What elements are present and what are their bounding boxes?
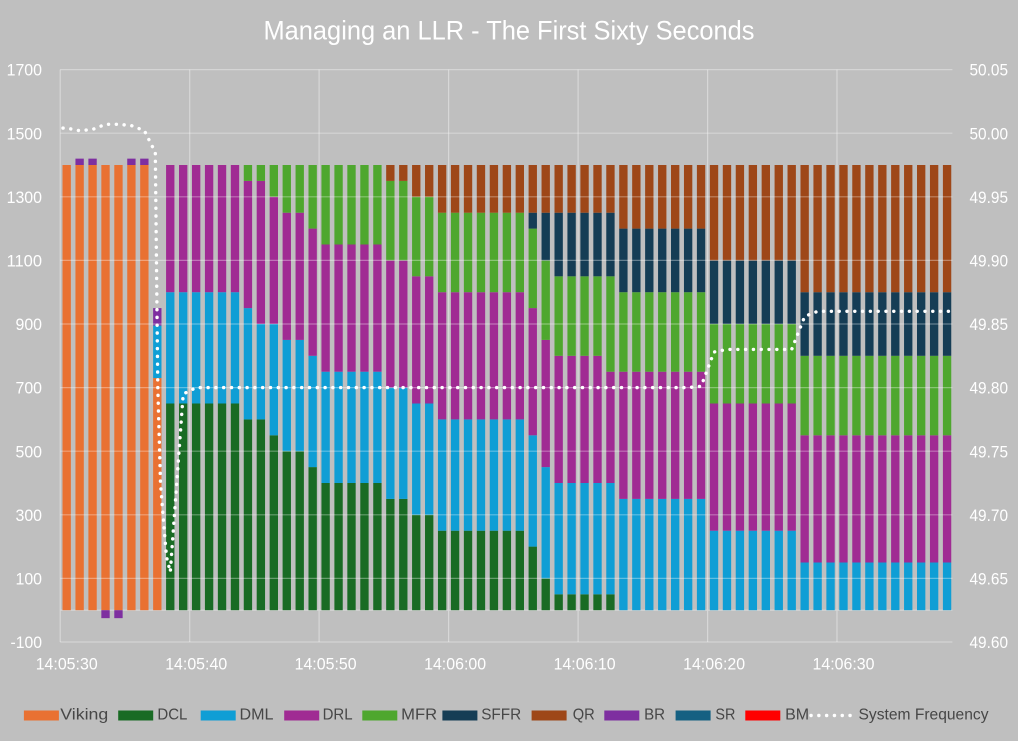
svg-text:System Frequency: System Frequency	[859, 707, 989, 724]
svg-text:1500: 1500	[7, 124, 42, 143]
svg-text:49.90: 49.90	[970, 252, 1009, 271]
svg-text:14:06:10: 14:06:10	[554, 654, 616, 673]
svg-text:50.00: 50.00	[970, 124, 1009, 143]
svg-text:BR: BR	[644, 707, 665, 724]
svg-text:Viking: Viking	[60, 707, 108, 724]
svg-text:14:05:40: 14:05:40	[165, 654, 227, 673]
svg-text:Managing an LLR - The First Si: Managing an LLR - The First Sixty Second…	[264, 15, 755, 45]
svg-text:50.05: 50.05	[970, 61, 1009, 80]
svg-text:700: 700	[16, 379, 43, 398]
svg-text:49.85: 49.85	[970, 315, 1009, 334]
svg-text:49.95: 49.95	[970, 188, 1009, 207]
svg-text:MFR: MFR	[401, 707, 437, 724]
svg-text:-100: -100	[11, 633, 43, 652]
svg-text:49.75: 49.75	[970, 442, 1009, 461]
svg-text:1100: 1100	[7, 252, 42, 271]
svg-text:DML: DML	[240, 707, 274, 724]
svg-text:900: 900	[16, 315, 43, 334]
svg-text:QR: QR	[573, 707, 595, 724]
svg-text:300: 300	[16, 506, 43, 525]
svg-text:14:06:30: 14:06:30	[813, 654, 875, 673]
svg-text:1300: 1300	[7, 188, 42, 207]
svg-text:14:05:50: 14:05:50	[295, 654, 357, 673]
svg-text:BM: BM	[785, 707, 809, 724]
svg-text:14:06:00: 14:06:00	[424, 654, 486, 673]
svg-text:49.70: 49.70	[970, 506, 1009, 525]
svg-text:500: 500	[16, 442, 43, 461]
svg-text:49.80: 49.80	[970, 379, 1009, 398]
svg-text:SFFR: SFFR	[481, 707, 521, 724]
svg-text:1700: 1700	[7, 61, 42, 80]
svg-text:49.60: 49.60	[970, 633, 1009, 652]
svg-text:100: 100	[16, 570, 43, 589]
svg-text:SR: SR	[715, 707, 735, 724]
svg-text:DCL: DCL	[157, 707, 187, 724]
svg-text:14:05:30: 14:05:30	[36, 654, 98, 673]
svg-text:14:06:20: 14:06:20	[683, 654, 745, 673]
svg-text:DRL: DRL	[323, 707, 353, 724]
svg-text:49.65: 49.65	[970, 570, 1009, 589]
